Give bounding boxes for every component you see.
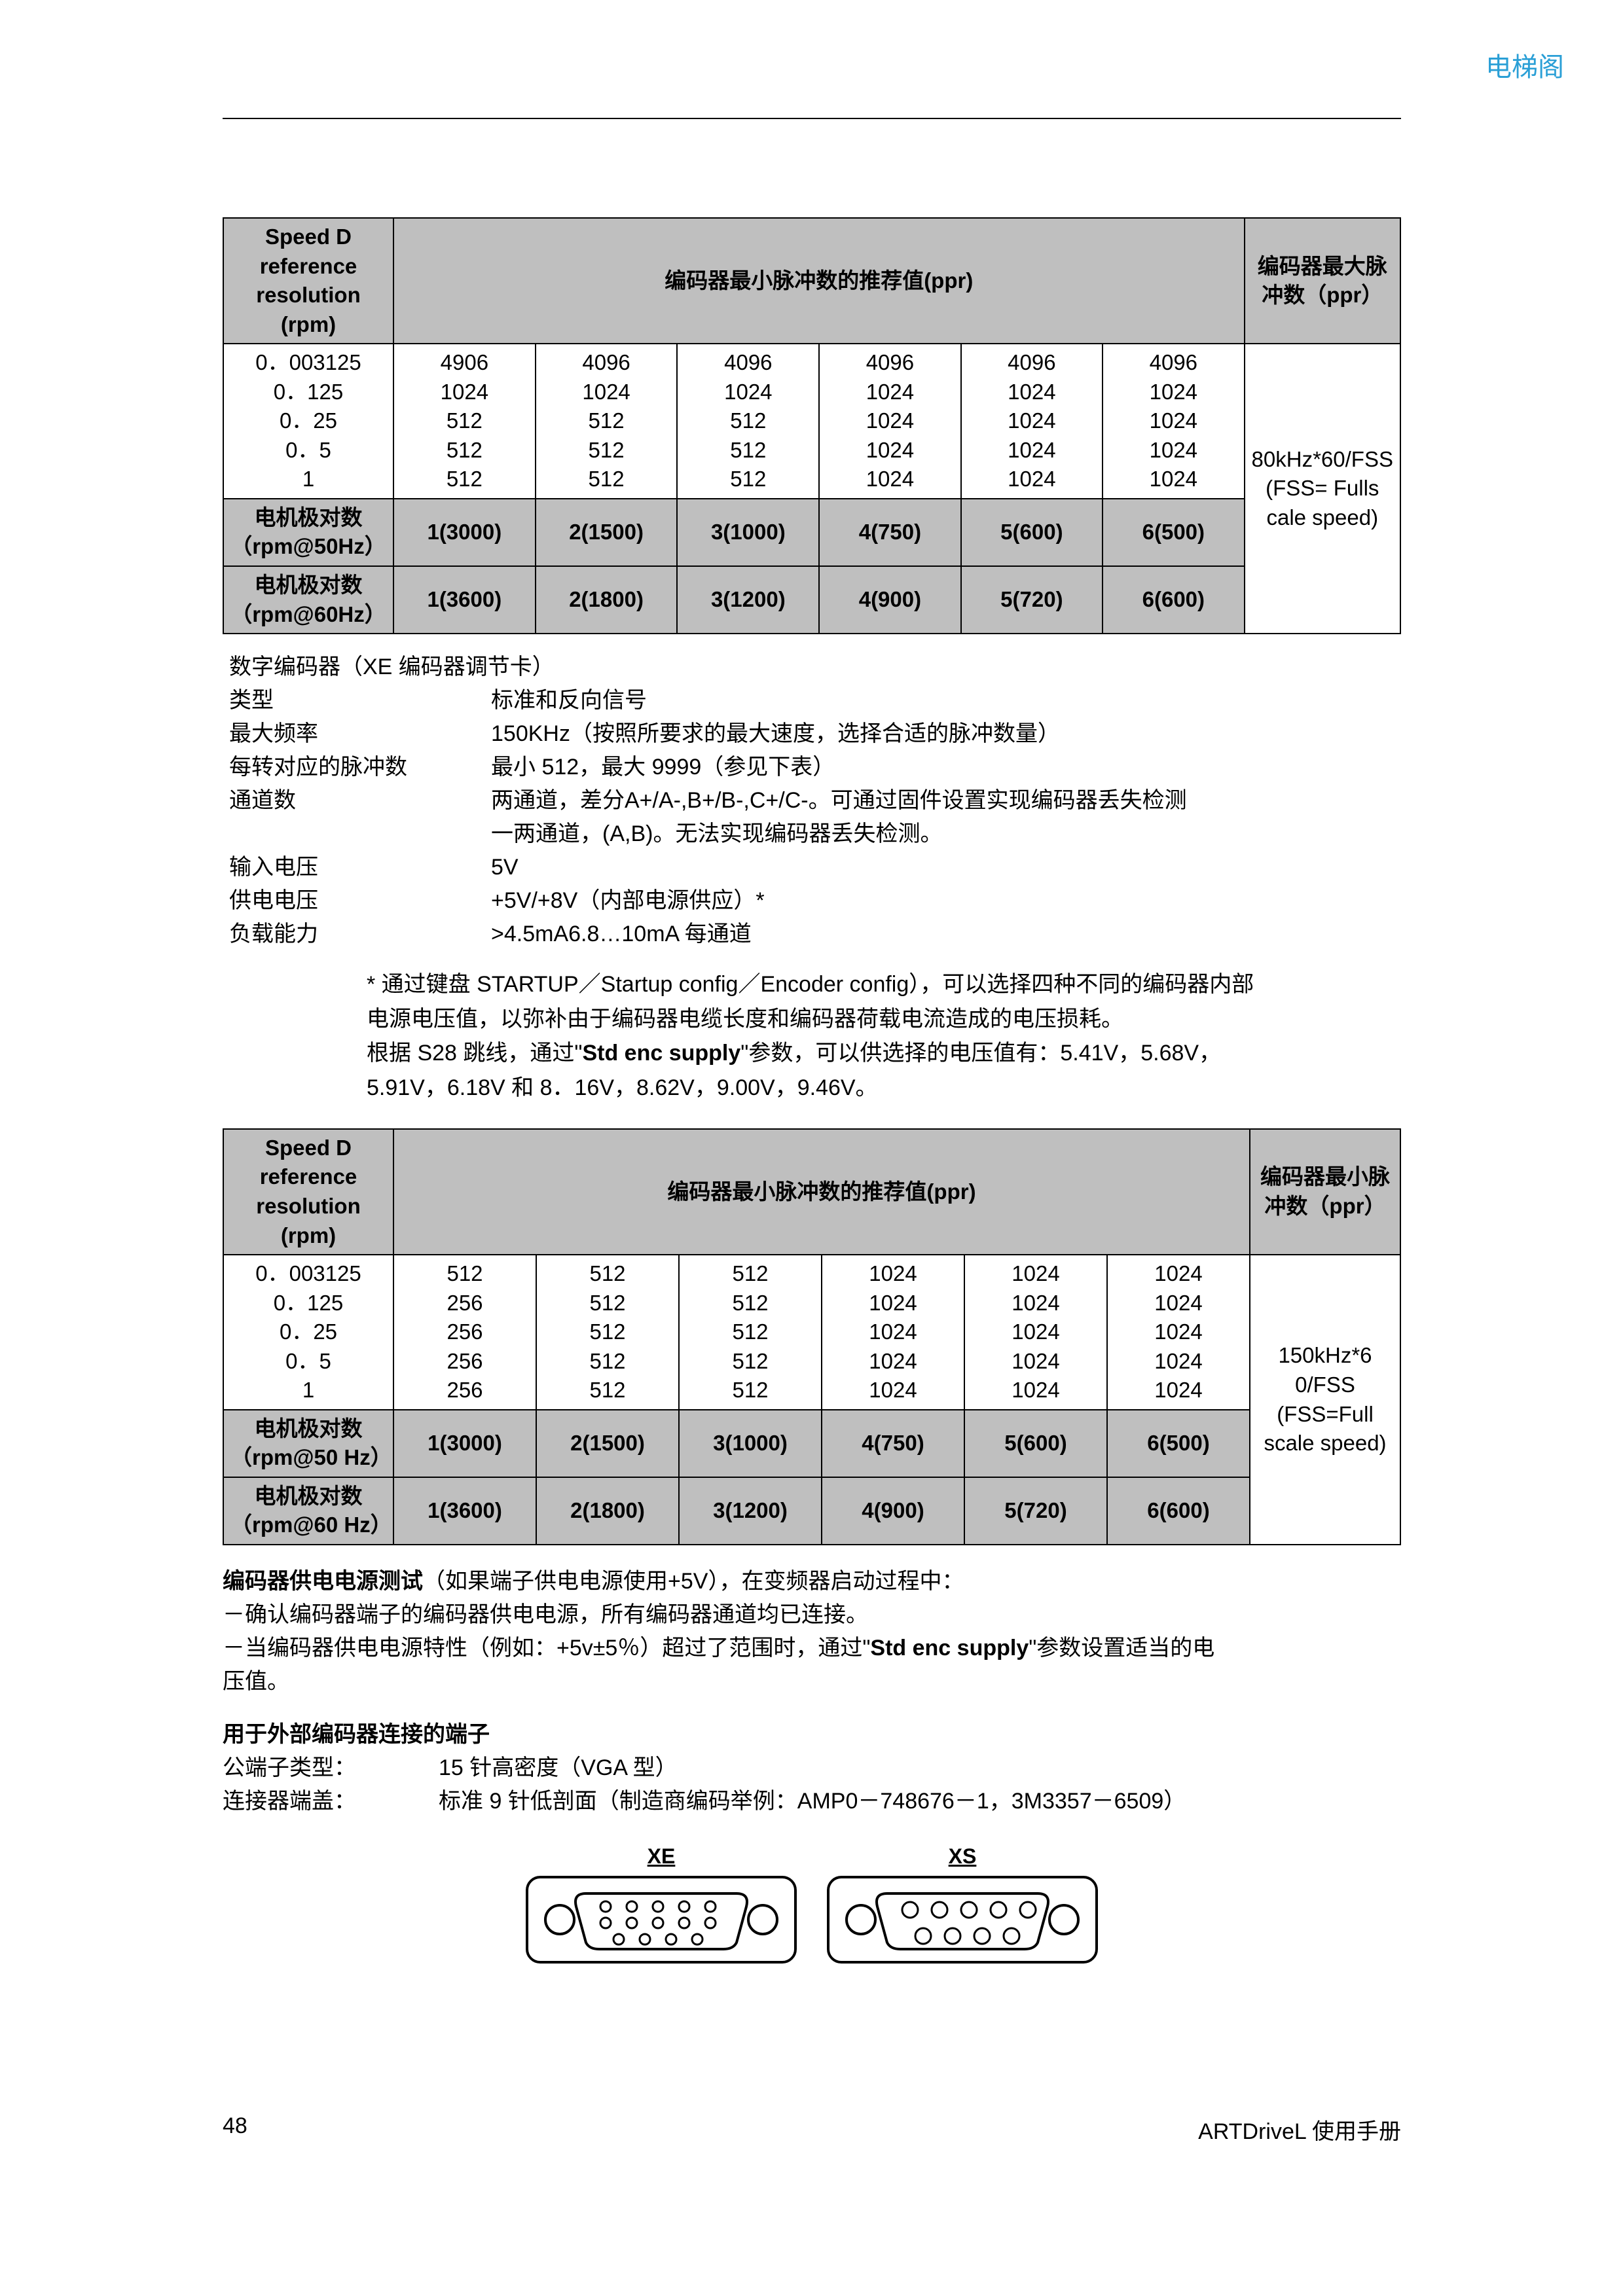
t2-60-label: 电机极对数（rpm@60 Hz）	[223, 1477, 393, 1545]
ext-row2-val: 标准 9 针低剖面（制造商编码举例：AMP0－748676－1，3M3357－6…	[439, 1785, 1186, 1818]
connector-xs-label: XS	[825, 1844, 1100, 1869]
spec-block: 数字编码器（XE 编码器调节卡） 类型标准和反向信号 最大频率150KHz（按照…	[229, 651, 1401, 951]
t1-c3: 40961024512512512	[677, 344, 819, 499]
t2-c5: 10241024102410241024	[964, 1255, 1107, 1410]
t2-c3: 512512512512512	[679, 1255, 822, 1410]
test-line: －确认编码器端子的编码器供电电源，所有编码器通道均已连接。	[223, 1598, 1401, 1632]
note-line: * 通过键盘 STARTUP／Startup config／Encoder co…	[367, 967, 1401, 1002]
manual-name: ARTDriveL 使用手册	[1198, 2113, 1401, 2145]
t1-60-label: 电机极对数（rpm@60Hz）	[223, 566, 393, 634]
test-block: 编码器供电电源测试（如果端子供电电源使用+5V），在变频器启动过程中： －确认编…	[223, 1565, 1401, 1698]
t1-header-left: Speed D reference resolution (rpm)	[223, 218, 393, 344]
t1-c6: 40961024102410241024	[1103, 344, 1244, 499]
t2-c6: 10241024102410241024	[1107, 1255, 1250, 1410]
t1-c5: 40961024102410241024	[961, 344, 1103, 499]
note-line: 电源电压值，以弥补由于编码器电缆长度和编码器荷载电流造成的电压损耗。	[367, 1002, 1401, 1037]
ext-row1-label: 公端子类型：	[223, 1751, 439, 1785]
spec-val: 标准和反向信号	[491, 684, 1401, 717]
spec-val: 最小 512，最大 9999（参见下表）	[491, 751, 1401, 784]
test-title: 编码器供电电源测试	[223, 1569, 423, 1594]
page-number: 48	[223, 2113, 247, 2145]
t1-60-1: 1(3600)	[393, 566, 536, 634]
t2-50-label: 电机极对数（rpm@50 Hz）	[223, 1410, 393, 1477]
spec-label: 类型	[229, 684, 491, 717]
t1-60-5: 5(720)	[961, 566, 1103, 634]
page-content: Speed D reference resolution (rpm) 编码器最小…	[223, 118, 1401, 1969]
t1-c4: 40961024102410241024	[819, 344, 960, 499]
note-block: * 通过键盘 STARTUP／Startup config／Encoder co…	[367, 967, 1401, 1105]
t2-c2: 512512512512512	[536, 1255, 679, 1410]
spec-title: 数字编码器（XE 编码器调节卡）	[229, 651, 1401, 684]
spec-label: 每转对应的脉冲数	[229, 751, 491, 784]
note-line: 根据 S28 跳线，通过"Std enc supply"参数，可以供选择的电压值…	[367, 1036, 1401, 1071]
t1-rpm-col: 0．003125 0．125 0．25 0．5 1	[223, 344, 393, 499]
t2-right-text: 150kHz*6 0/FSS (FSS=Full scale speed)	[1250, 1255, 1400, 1545]
t1-50-5: 5(600)	[961, 499, 1103, 566]
spec-label: 输入电压	[229, 851, 491, 884]
spec-val: >4.5mA6.8…10mA 每通道	[491, 918, 1401, 951]
spec-label: 供电电压	[229, 884, 491, 918]
table-2: Speed D reference resolution (rpm) 编码器最小…	[223, 1128, 1401, 1545]
watermark-text: 电梯阁	[1486, 46, 1564, 84]
connector-xe-icon	[524, 1874, 799, 1965]
t1-60-6: 6(600)	[1103, 566, 1244, 634]
spec-val: 5V	[491, 851, 1401, 884]
spec-label: 最大频率	[229, 717, 491, 751]
spec-val: 150KHz（按照所要求的最大速度，选择合适的脉冲数量）	[491, 717, 1401, 751]
t2-c1: 512256256256256	[393, 1255, 536, 1410]
note-line: 5.91V，6.18V 和 8．16V，8.62V，9.00V，9.46V。	[367, 1071, 1401, 1105]
t2-c4: 10241024102410241024	[822, 1255, 964, 1410]
t1-c2: 40961024512512512	[536, 344, 678, 499]
t1-c1: 49061024512512512	[393, 344, 536, 499]
page-footer: 48 ARTDriveL 使用手册	[223, 2113, 1401, 2145]
t1-50-4: 4(750)	[819, 499, 960, 566]
t1-50-label: 电机极对数（rpm@50Hz）	[223, 499, 393, 566]
ext-row1-val: 15 针高密度（VGA 型）	[439, 1751, 678, 1785]
t2-header-right: 编码器最小脉冲数（ppr）	[1250, 1129, 1400, 1255]
ext-title: 用于外部编码器连接的端子	[223, 1718, 1401, 1751]
test-line: －当编码器供电电源特性（例如：+5v±5％）超过了范围时，通过"Std enc …	[223, 1632, 1401, 1665]
t1-right-text: 80kHz*60/FSS (FSS= Fulls cale speed)	[1245, 344, 1400, 634]
table-1: Speed D reference resolution (rpm) 编码器最小…	[223, 217, 1401, 634]
spec-val: 一两通道，(A,B)。无法实现编码器丢失检测。	[491, 817, 1401, 851]
header-rule	[223, 118, 1401, 119]
connector-xe-label: XE	[524, 1844, 799, 1869]
t1-header-mid: 编码器最小脉冲数的推荐值(ppr)	[393, 218, 1245, 344]
spec-label: 负载能力	[229, 918, 491, 951]
spec-label: 通道数	[229, 784, 491, 817]
t1-header-right: 编码器最大脉冲数（ppr）	[1245, 218, 1400, 344]
spec-label	[229, 817, 491, 851]
t1-50-1: 1(3000)	[393, 499, 536, 566]
connector-xs-icon	[825, 1874, 1100, 1965]
t1-60-3: 3(1200)	[677, 566, 819, 634]
external-connector-block: 用于外部编码器连接的端子 公端子类型：15 针高密度（VGA 型） 连接器端盖：…	[223, 1718, 1401, 1818]
t1-50-3: 3(1000)	[677, 499, 819, 566]
t2-header-mid: 编码器最小脉冲数的推荐值(ppr)	[393, 1129, 1250, 1255]
t1-60-4: 4(900)	[819, 566, 960, 634]
t1-50-2: 2(1500)	[536, 499, 678, 566]
spec-val: +5V/+8V（内部电源供应）*	[491, 884, 1401, 918]
test-line: 压值。	[223, 1665, 1401, 1698]
spec-val: 两通道，差分A+/A-,B+/B-,C+/C-。可通过固件设置实现编码器丢失检测	[491, 784, 1401, 817]
t2-rpm-col: 0．0031250．1250．250．51	[223, 1255, 393, 1410]
t1-50-6: 6(500)	[1103, 499, 1244, 566]
ext-row2-label: 连接器端盖：	[223, 1785, 439, 1818]
connector-diagram: XE XS	[223, 1844, 1401, 1969]
t1-60-2: 2(1800)	[536, 566, 678, 634]
t2-header-left: Speed D reference resolution (rpm)	[223, 1129, 393, 1255]
